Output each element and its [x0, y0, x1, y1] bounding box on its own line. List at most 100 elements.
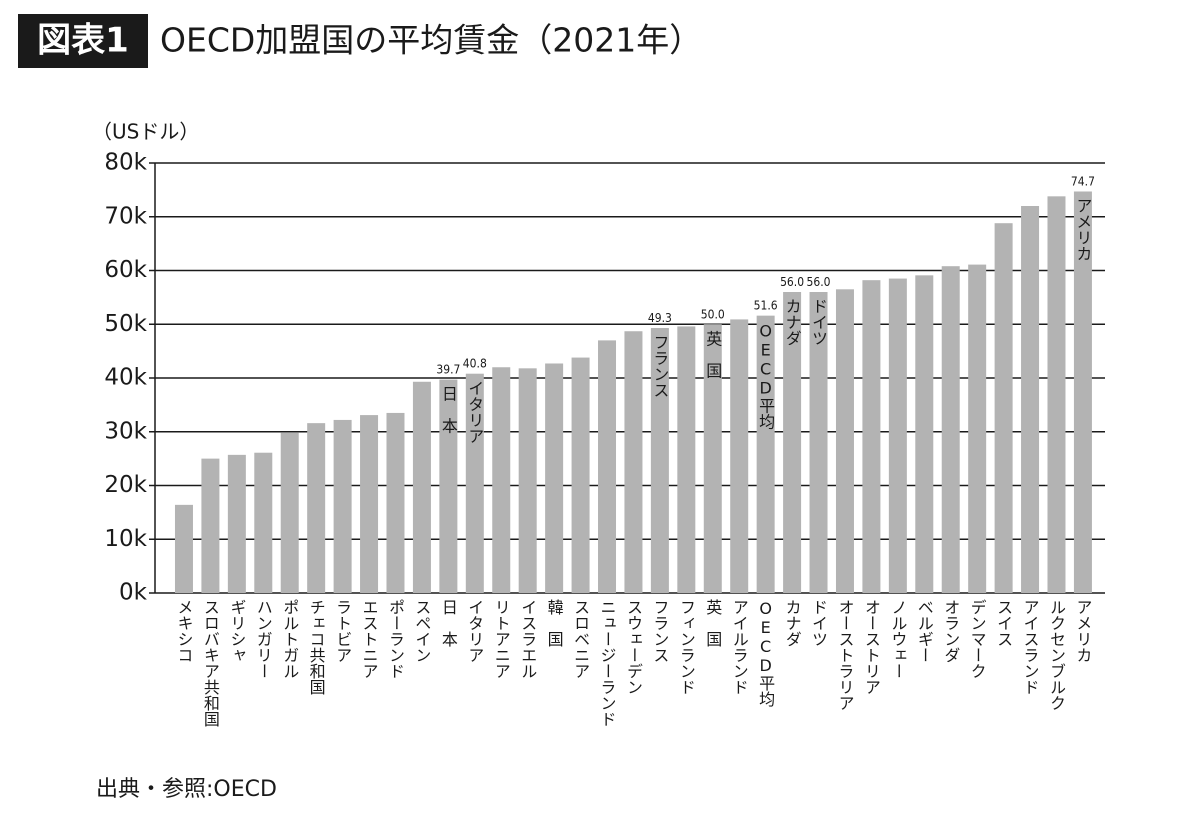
x-tick-label: 日 本 — [439, 599, 458, 647]
x-tick-label: フィンランド — [677, 599, 696, 695]
x-tick-label: OECD平均 — [756, 599, 775, 708]
bar — [545, 363, 564, 593]
badge-box — [18, 14, 148, 68]
bar — [518, 368, 537, 593]
bar-name-label: カナダ — [783, 298, 802, 346]
bar — [624, 331, 643, 593]
bar — [703, 324, 722, 593]
bar — [439, 379, 458, 593]
x-tick-label: カナダ — [783, 599, 802, 647]
bar-name-label: OECD平均 — [756, 322, 775, 431]
bar — [201, 458, 220, 593]
x-tick-label: アイスランド — [1021, 599, 1040, 695]
bar — [1047, 196, 1066, 593]
x-tick-label: 英 国 — [703, 599, 722, 647]
bar — [174, 504, 193, 593]
bar — [571, 357, 590, 593]
bar — [1021, 206, 1040, 593]
bar — [333, 419, 352, 593]
y-tick-label: 10k — [104, 526, 147, 552]
value-label: 51.6 — [754, 299, 778, 313]
x-tick-label: ポーランド — [386, 599, 405, 679]
bar-name-label: 日 本 — [439, 386, 458, 434]
bar — [730, 319, 749, 593]
bar-name-label: イタリア — [465, 380, 484, 444]
bar — [862, 280, 881, 593]
bar — [254, 452, 273, 593]
bar — [465, 373, 484, 593]
source: 出典・参照:OECD — [96, 777, 277, 802]
x-tick-label: ドイツ — [809, 599, 828, 647]
value-label: 74.7 — [1071, 174, 1095, 188]
x-tick-label: ラトビア — [333, 599, 352, 663]
x-tick-label: アメリカ — [1073, 599, 1092, 663]
x-tick-label: ギリシャ — [227, 599, 246, 663]
value-label: 49.3 — [648, 311, 672, 325]
value-label: 56.0 — [780, 275, 804, 289]
chart-title: OECD加盟国の平均賃金（2021年） — [160, 21, 702, 60]
x-tick-label: オランダ — [941, 599, 960, 663]
x-tick-label: スロベニア — [571, 599, 590, 679]
value-label: 39.7 — [436, 363, 460, 377]
x-tick-label: フランス — [650, 599, 669, 663]
x-tick-label: チェコ共和国 — [307, 599, 326, 695]
bar — [307, 423, 326, 593]
x-tick-label: 韓 国 — [545, 599, 564, 647]
x-tick-label: メキシコ — [174, 599, 193, 663]
bar-name-label: 英 国 — [703, 330, 722, 378]
bar — [677, 326, 696, 593]
y-tick-label: 30k — [104, 418, 147, 444]
x-tick-label: ポルトガル — [280, 599, 299, 679]
x-tick-label: オーストラリア — [835, 599, 854, 711]
value-label: 50.0 — [701, 307, 725, 321]
bar — [968, 264, 987, 593]
bar — [280, 432, 299, 593]
bar — [756, 315, 775, 593]
x-tick-label: デンマーク — [968, 599, 987, 679]
y-axis-label: （USドル） — [92, 120, 199, 144]
y-tick-label: 20k — [104, 472, 147, 498]
y-tick-label: 80k — [104, 150, 147, 176]
bar — [412, 381, 431, 593]
badge: 図表1 — [37, 21, 129, 61]
x-tick-label: スロバキア共和国 — [201, 599, 220, 727]
bar — [386, 412, 405, 593]
x-tick-label: イタリア — [465, 599, 484, 663]
bar — [835, 289, 854, 593]
bar — [1073, 191, 1092, 594]
bar-name-label: アメリカ — [1073, 197, 1092, 261]
bar — [650, 328, 669, 593]
bar-name-label: ドイツ — [809, 298, 828, 346]
bar — [915, 275, 934, 593]
x-tick-label: エストニア — [360, 599, 379, 679]
y-tick-label: 0k — [119, 580, 148, 606]
bar — [888, 278, 907, 593]
x-tick-label: イスラエル — [518, 599, 537, 679]
bar — [809, 292, 828, 593]
x-tick-label: ハンガリー — [254, 599, 273, 679]
bar — [360, 415, 379, 593]
x-tick-label: ルクセンブルク — [1047, 599, 1066, 711]
bar — [598, 340, 617, 593]
x-tick-label: リトアニア — [492, 599, 511, 679]
bar — [227, 454, 246, 593]
bar — [994, 223, 1013, 593]
bar — [492, 367, 511, 593]
x-tick-label: スイス — [994, 599, 1013, 647]
x-tick-label: ノルウェー — [888, 599, 907, 679]
x-tick-label: ベルギー — [915, 599, 934, 663]
bar — [783, 292, 802, 593]
value-label: 56.0 — [807, 275, 831, 289]
bar — [941, 266, 960, 593]
x-tick-label: スウェーデン — [624, 599, 643, 695]
x-tick-label: ニュージーランド — [598, 599, 617, 727]
y-tick-label: 70k — [104, 203, 147, 229]
y-tick-label: 60k — [104, 257, 147, 283]
x-tick-label: オーストリア — [862, 599, 881, 695]
y-tick-label: 50k — [104, 311, 147, 337]
y-tick-label: 40k — [104, 365, 147, 391]
x-tick-label: アイルランド — [730, 599, 749, 695]
value-label: 40.8 — [463, 357, 487, 371]
x-tick-label: スペイン — [412, 599, 431, 663]
